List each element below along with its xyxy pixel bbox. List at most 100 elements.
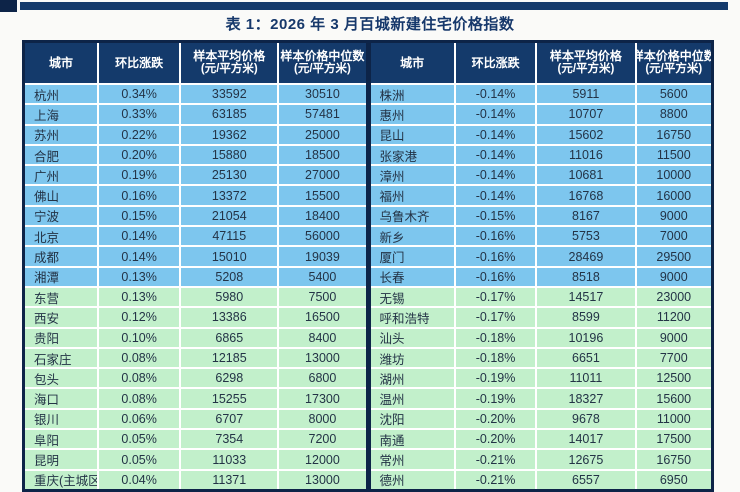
median-price-cell: 9000 (636, 206, 711, 226)
mom-change-cell: -0.19% (455, 369, 536, 388)
avg-price-cell: 10196 (537, 328, 635, 347)
avg-price-cell: 18327 (537, 389, 635, 408)
avg-price-cell: 10707 (537, 105, 635, 124)
city-cell: 重庆(主城区) (25, 470, 98, 489)
mom-change-cell: 0.33% (99, 105, 180, 124)
avg-price-cell: 28469 (537, 247, 635, 266)
median-price-cell: 16000 (636, 186, 711, 205)
city-cell: 北京 (25, 227, 98, 246)
column-header-median-price: 样本价格中位数 (元/平方米) (636, 43, 711, 83)
mom-change-cell: 0.08% (99, 389, 180, 408)
median-price-cell: 5400 (279, 267, 366, 286)
city-cell: 阜阳 (25, 430, 98, 449)
avg-price-cell: 10681 (537, 166, 635, 185)
mom-change-cell: 0.05% (99, 450, 180, 469)
column-header-mom-change: 环比涨跌 (99, 43, 180, 83)
median-price-cell: 16750 (636, 125, 711, 144)
mom-change-cell: -0.16% (455, 227, 536, 246)
avg-price-cell: 14517 (537, 287, 635, 307)
avg-price-cell: 63185 (181, 105, 278, 124)
city-cell: 海口 (25, 389, 98, 408)
city-cell: 湖州 (370, 369, 454, 388)
median-price-cell: 7500 (279, 287, 366, 307)
price-index-table: 城市 环比涨跌 样本平均价格 (元/平方米) 样本价格中位数 (元/平方米) 杭州 0… (22, 40, 714, 492)
mom-change-cell: -0.21% (455, 450, 536, 469)
avg-price-cell: 21054 (181, 206, 278, 226)
mom-change-cell: -0.14% (455, 166, 536, 185)
city-cell: 福州 (370, 186, 454, 205)
mom-change-cell: 0.14% (99, 247, 180, 266)
column-header-city: 城市 (370, 43, 454, 83)
city-cell: 广州 (25, 166, 98, 185)
city-cell: 石家庄 (25, 348, 98, 368)
city-cell: 温州 (370, 389, 454, 408)
city-cell: 乌鲁木齐 (370, 206, 454, 226)
avg-price-cell: 11011 (537, 369, 635, 388)
median-price-cell: 27000 (279, 166, 366, 185)
price-table-left: 城市 环比涨跌 样本平均价格 (元/平方米) 样本价格中位数 (元/平方米) 杭州 0… (25, 43, 366, 489)
mom-change-cell: 0.34% (99, 85, 180, 104)
avg-price-cell: 6298 (181, 369, 278, 388)
avg-price-cell: 47115 (181, 227, 278, 246)
median-price-cell: 8400 (279, 328, 366, 347)
mom-change-cell: -0.14% (455, 85, 536, 104)
column-header-median-price: 样本价格中位数 (元/平方米) (279, 43, 366, 83)
median-price-cell: 15500 (279, 186, 366, 205)
column-header-mom-change: 环比涨跌 (455, 43, 536, 83)
avg-price-cell: 6557 (537, 470, 635, 489)
mom-change-cell: 0.16% (99, 186, 180, 205)
avg-price-cell: 15602 (537, 125, 635, 144)
city-cell: 呼和浩特 (370, 308, 454, 327)
median-price-cell: 7000 (636, 227, 711, 246)
column-header-city: 城市 (25, 43, 98, 83)
city-cell: 合肥 (25, 145, 98, 165)
mom-change-cell: 0.19% (99, 166, 180, 185)
median-price-cell: 9000 (636, 267, 711, 286)
avg-price-cell: 11371 (181, 470, 278, 489)
avg-price-cell: 15880 (181, 145, 278, 165)
city-cell: 包头 (25, 369, 98, 388)
city-cell: 株洲 (370, 85, 454, 104)
avg-price-cell: 6707 (181, 409, 278, 429)
city-cell: 汕头 (370, 328, 454, 347)
city-cell: 银川 (25, 409, 98, 429)
city-cell: 常州 (370, 450, 454, 469)
median-price-cell: 16500 (279, 308, 366, 327)
mom-change-cell: -0.16% (455, 247, 536, 266)
city-cell: 无锡 (370, 287, 454, 307)
city-cell: 沈阳 (370, 409, 454, 429)
mom-change-cell: 0.08% (99, 369, 180, 388)
median-price-cell: 12000 (279, 450, 366, 469)
mom-change-cell: 0.14% (99, 227, 180, 246)
mom-change-cell: 0.05% (99, 430, 180, 449)
avg-price-cell: 12675 (537, 450, 635, 469)
median-price-cell: 16750 (636, 450, 711, 469)
median-price-cell: 8000 (279, 409, 366, 429)
mom-change-cell: -0.14% (455, 186, 536, 205)
mom-change-cell: -0.14% (455, 105, 536, 124)
median-price-cell: 12500 (636, 369, 711, 388)
median-price-cell: 10000 (636, 166, 711, 185)
avg-price-cell: 5208 (181, 267, 278, 286)
mom-change-cell: -0.18% (455, 348, 536, 368)
city-cell: 湘潭 (25, 267, 98, 286)
avg-price-cell: 7354 (181, 430, 278, 449)
mom-change-cell: 0.13% (99, 267, 180, 286)
avg-price-cell: 11016 (537, 145, 635, 165)
slide-edge-notch (0, 0, 17, 12)
median-price-cell: 30510 (279, 85, 366, 104)
avg-price-cell: 15255 (181, 389, 278, 408)
city-cell: 张家港 (370, 145, 454, 165)
mom-change-cell: -0.14% (455, 145, 536, 165)
avg-price-cell: 19362 (181, 125, 278, 144)
mom-change-cell: -0.18% (455, 328, 536, 347)
mom-change-cell: 0.10% (99, 328, 180, 347)
avg-price-cell: 6651 (537, 348, 635, 368)
city-cell: 惠州 (370, 105, 454, 124)
median-price-cell: 11500 (636, 145, 711, 165)
median-price-cell: 7700 (636, 348, 711, 368)
city-cell: 厦门 (370, 247, 454, 266)
city-cell: 漳州 (370, 166, 454, 185)
mom-change-cell: 0.13% (99, 287, 180, 307)
city-cell: 苏州 (25, 125, 98, 144)
